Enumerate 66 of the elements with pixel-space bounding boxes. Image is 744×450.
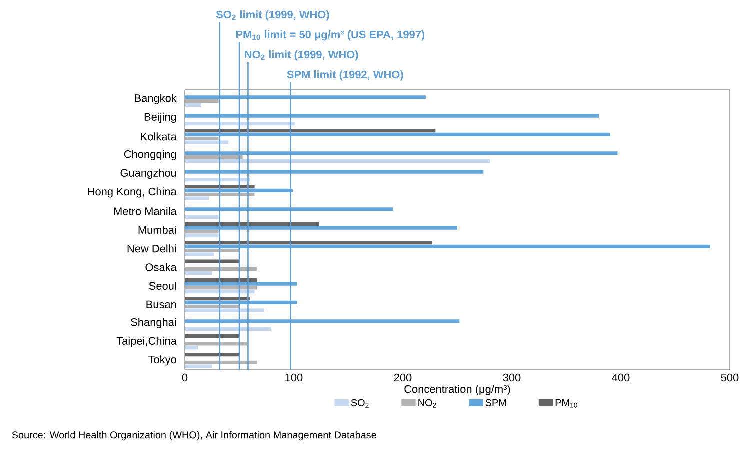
bar <box>185 364 212 368</box>
bar <box>185 222 320 226</box>
bar <box>185 342 248 346</box>
bar <box>185 304 240 308</box>
x-axis-title: Concentration (μg/m³) <box>404 385 510 396</box>
y-tick-label: Busan <box>146 300 176 308</box>
legend-label: NO$_{2}$ <box>418 399 436 408</box>
bar <box>185 346 198 350</box>
y-tick-label: Taipei,China <box>116 336 177 348</box>
y-tick-label: Tokyo <box>148 356 176 366</box>
legend-label: PM$_{10}$ <box>556 399 578 408</box>
bar <box>185 334 240 338</box>
legend-label: SPM <box>486 399 506 406</box>
bar <box>185 159 490 163</box>
y-tick-label: Seoul <box>149 282 176 290</box>
bar <box>185 129 436 133</box>
bar <box>185 360 257 364</box>
bar <box>185 297 250 301</box>
bar <box>185 155 243 160</box>
y-tick-label: New Delhi <box>128 244 176 253</box>
bar <box>185 286 257 290</box>
bar <box>185 215 219 219</box>
bar <box>185 252 214 256</box>
bar <box>185 185 255 189</box>
bar <box>185 136 219 140</box>
bar <box>185 271 212 275</box>
y-tick-label: Chongqing <box>124 150 176 160</box>
bar <box>185 230 219 234</box>
ref-line-label: NO$_{2}$ limit (1999, WHO) <box>245 50 358 61</box>
y-tick-label: Hong Kong, China <box>88 188 177 198</box>
x-tick-label: 500 <box>721 374 739 382</box>
x-tick-label: 100 <box>286 374 303 382</box>
bar <box>185 122 296 126</box>
bar <box>185 327 272 331</box>
y-tick-label: Metro Manila <box>114 207 177 216</box>
bar <box>185 103 202 107</box>
y-tick-label: Shanghai <box>131 318 176 328</box>
ref-line-label: PM$_{10}$ limit = 50 μg/m³ (US EPA, 1997) <box>236 30 425 41</box>
bar <box>185 192 255 196</box>
y-tick-label: Bangkok <box>135 94 177 104</box>
x-tick-label: 0 <box>182 374 188 382</box>
source-note: Source: World Health Organization (WHO), Air Information Management Database <box>12 431 376 441</box>
bar <box>185 234 219 238</box>
x-tick-label: 400 <box>612 374 630 382</box>
bar <box>185 248 240 252</box>
y-tick-label: Guangzhou <box>120 168 176 180</box>
bar <box>185 196 209 200</box>
bar <box>185 260 240 264</box>
bar <box>185 140 229 144</box>
ref-line-label: SO$_{2}$ limit (1999, WHO) <box>216 10 330 21</box>
bar <box>185 278 257 282</box>
bar <box>185 178 250 182</box>
legend-label: SO$_{2}$ <box>351 399 369 408</box>
ref-line-label: SPM limit (1992, WHO) <box>287 70 404 81</box>
x-tick-label: 200 <box>394 374 412 382</box>
x-tick-label: 300 <box>503 374 521 382</box>
y-tick-label: Kolkata <box>141 132 177 141</box>
bar <box>185 267 257 272</box>
bar <box>185 99 219 104</box>
y-tick-label: Mumbai <box>138 226 176 234</box>
bar <box>185 353 240 357</box>
y-tick-label: Beijing <box>144 112 176 124</box>
bar <box>185 241 432 245</box>
bar <box>185 290 255 294</box>
bar <box>185 308 265 312</box>
y-tick-label: Osaka <box>146 263 177 272</box>
